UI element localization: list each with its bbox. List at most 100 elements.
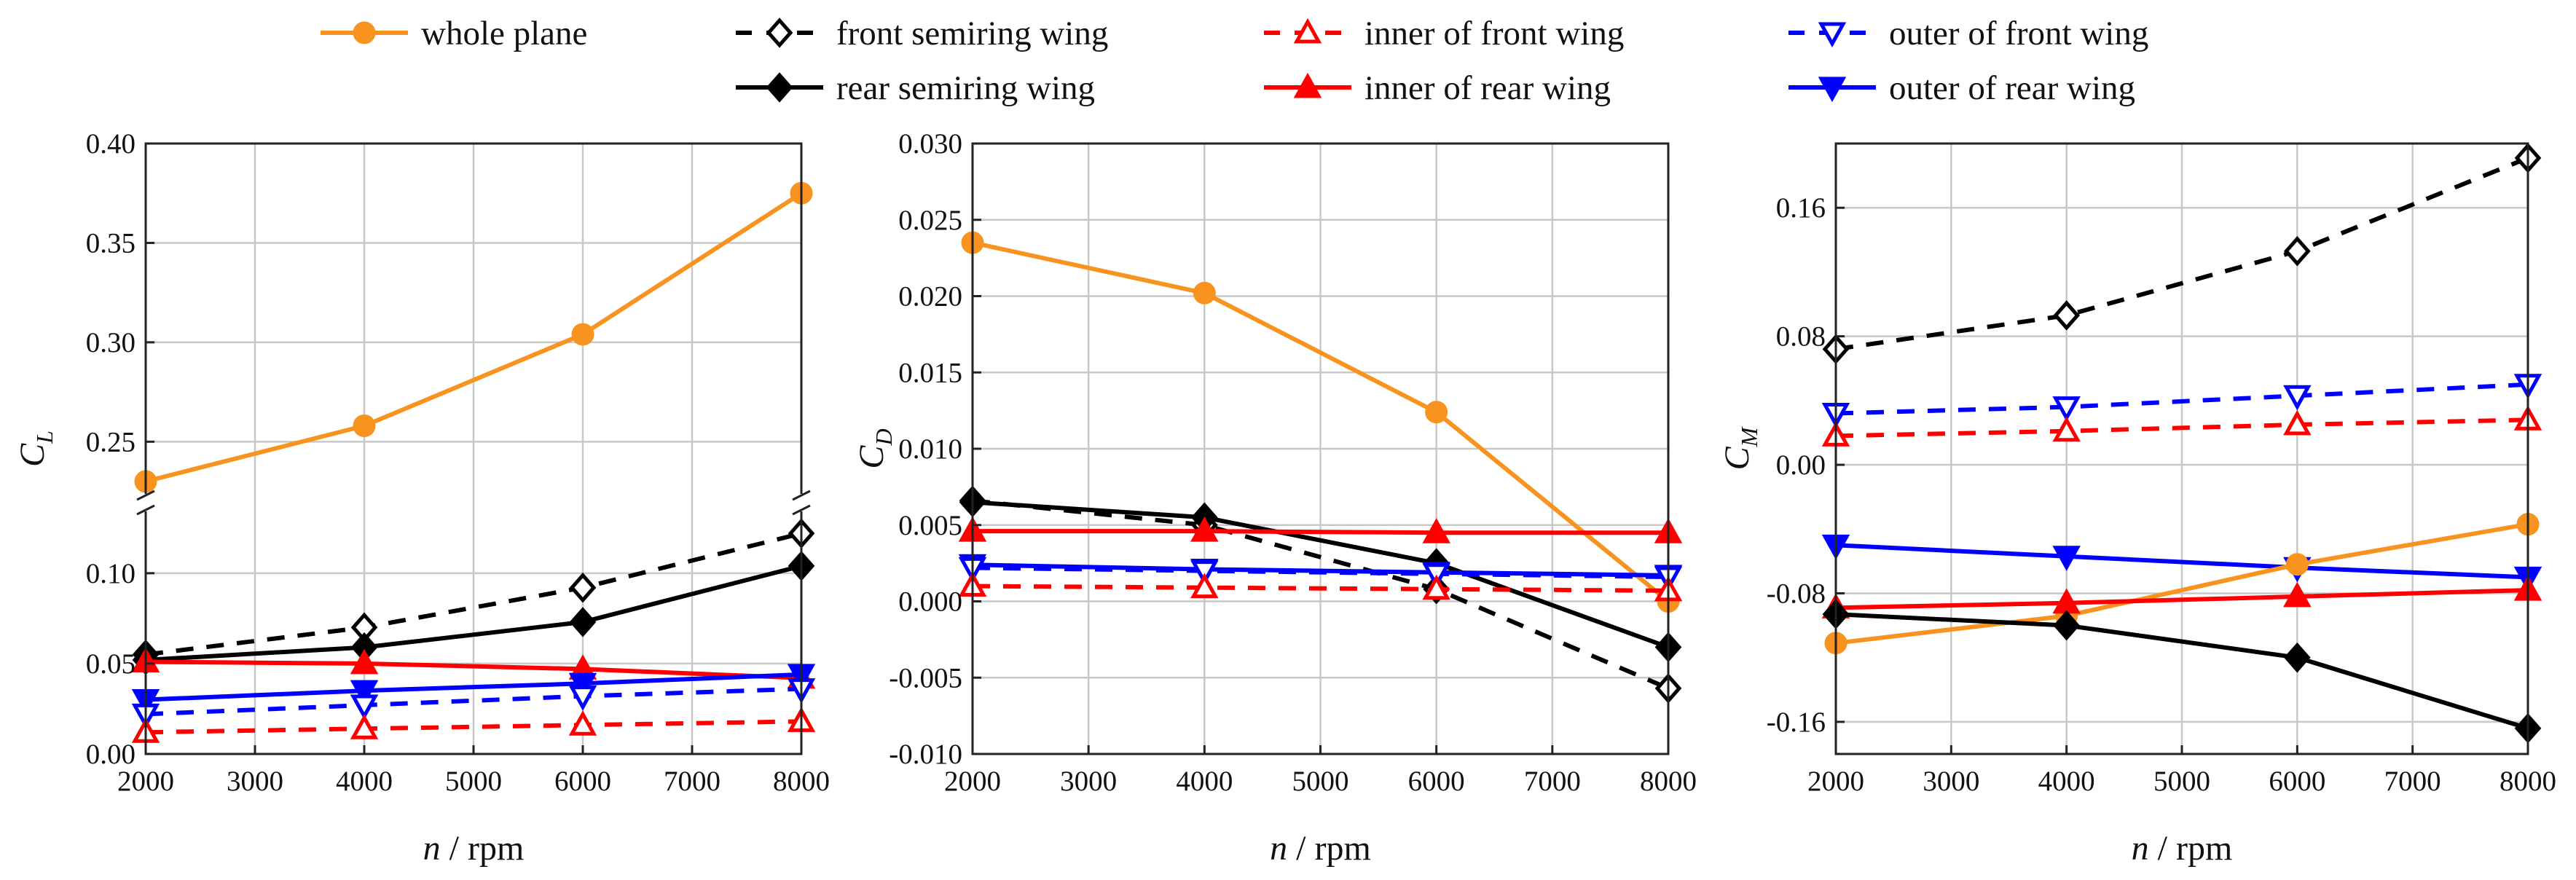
cm-panel: 2000 3000 4000 5000 6000 7000 8000 -0.16 -0.08 0.… <box>1718 142 2556 868</box>
legend-item-inner_front: inner of front wing <box>1264 15 1624 52</box>
x-tick-label: 6000 <box>1408 766 1465 797</box>
x-tick-label: 2000 <box>117 766 174 797</box>
data-point <box>1190 573 1219 599</box>
y-tick-label: 0.10 <box>86 558 136 589</box>
legend-item-front: front semiring wing <box>736 15 1108 52</box>
legend-marker <box>766 17 793 48</box>
y-axis-label-sub: D <box>871 428 897 446</box>
y-tick-label: 0.25 <box>86 426 136 457</box>
legend-item-inner_rear: inner of rear wing <box>1264 69 1611 107</box>
data-point <box>2283 385 2312 411</box>
y-tick-label: -0.16 <box>1767 707 1826 738</box>
legend-marker <box>766 72 793 103</box>
y-tick-label: 0.35 <box>86 227 136 259</box>
data-point <box>1422 574 1450 600</box>
x-axis-label: n / rpm <box>1270 829 1371 868</box>
x-axis-label-var: n <box>2132 829 2149 868</box>
x-tick-label: 7000 <box>1524 766 1581 797</box>
series-line <box>1835 588 2529 610</box>
legend-marker <box>353 21 376 44</box>
legend-label: inner of front wing <box>1364 15 1624 52</box>
data-point <box>2283 235 2311 267</box>
data-point <box>350 714 379 739</box>
break-mark <box>792 504 811 516</box>
data-point <box>568 672 597 699</box>
break-mark <box>792 490 811 501</box>
y-tick-label: 0.00 <box>86 739 136 770</box>
series-line <box>973 529 1668 535</box>
series-line <box>145 659 802 680</box>
data-point <box>2283 581 2312 608</box>
y-tick-label: 0.030 <box>898 128 962 160</box>
x-tick-label: 5000 <box>1292 766 1349 797</box>
data-point <box>2052 546 2081 571</box>
data-point <box>1425 401 1448 424</box>
legend-marker <box>1818 76 1847 103</box>
y-axis-label: CD <box>852 428 897 468</box>
data-point <box>568 685 597 711</box>
ticks: 2000 3000 4000 5000 6000 7000 8000 -0.16 -0.08 0.… <box>1767 192 2556 797</box>
y-axis-label: CM <box>1718 425 1762 470</box>
series-line <box>1835 612 2529 731</box>
data-point <box>1193 281 1216 305</box>
data-point <box>353 414 376 437</box>
x-tick-label: 8000 <box>2500 766 2556 797</box>
data-point <box>2053 610 2081 641</box>
data-point <box>571 323 594 346</box>
y-axis-label-main: C <box>1718 446 1756 470</box>
legend-label: rear semiring wing <box>836 69 1095 107</box>
series-line <box>972 584 1669 593</box>
series-line <box>1835 382 2529 416</box>
x-axis-label-unit: / rpm <box>441 829 525 868</box>
break-mark <box>136 504 155 516</box>
data-point <box>2283 409 2312 436</box>
data-point <box>569 572 597 603</box>
x-axis-label: n / rpm <box>423 829 525 868</box>
legend-item-whole: whole plane <box>321 15 587 52</box>
cl-panel: 2000 3000 4000 5000 6000 7000 8000 0.25 0.30 0.35… <box>13 128 830 868</box>
legend-item-rear: rear semiring wing <box>736 69 1095 107</box>
legend-label: front semiring wing <box>836 15 1108 52</box>
legend-marker <box>1293 72 1322 98</box>
x-tick-label: 5000 <box>445 766 502 797</box>
x-tick-label: 2000 <box>1807 766 1864 797</box>
x-tick-label: 5000 <box>2153 766 2210 797</box>
legend: whole plane front semiring wing inner of f… <box>321 15 2148 107</box>
y-tick-label: 0.000 <box>898 586 962 618</box>
y-tick-label: 0.16 <box>1776 192 1826 224</box>
x-tick-label: 3000 <box>227 766 283 797</box>
x-tick-label: 7000 <box>664 766 720 797</box>
data-point <box>1190 516 1219 542</box>
legend-marker <box>1818 22 1847 48</box>
series-line <box>1835 543 2529 580</box>
x-tick-label: 8000 <box>773 766 830 797</box>
legend-label: outer of rear wing <box>1889 69 2135 107</box>
y-tick-label: 0.00 <box>1776 449 1826 481</box>
series-group <box>958 231 1683 704</box>
y-axis-label-main: C <box>852 445 891 469</box>
series-line <box>972 240 1670 603</box>
data-point <box>350 694 379 720</box>
y-tick-label: -0.08 <box>1767 578 1826 609</box>
x-tick-label: 3000 <box>1923 766 1979 797</box>
legend-label: outer of front wing <box>1889 15 2148 52</box>
series-line <box>145 191 803 484</box>
y-tick-label: 0.015 <box>898 357 962 388</box>
break-mark <box>136 490 155 501</box>
data-point <box>2053 300 2081 331</box>
data-point <box>2052 396 2081 422</box>
data-point <box>2285 553 2309 576</box>
x-tick-label: 3000 <box>1060 766 1117 797</box>
y-tick-label: 0.08 <box>1776 321 1826 353</box>
y-axis-label-sub: M <box>1736 425 1762 447</box>
data-point <box>1190 560 1219 586</box>
x-axis-label-var: n <box>423 829 441 868</box>
x-tick-label: 6000 <box>554 766 611 797</box>
x-axis-label-var: n <box>1270 829 1287 868</box>
series-outer_rear <box>131 664 816 715</box>
data-point <box>1422 518 1450 543</box>
x-axis-label: n / rpm <box>2132 829 2233 868</box>
x-axis-label-unit: / rpm <box>2149 829 2233 868</box>
data-point <box>2052 416 2081 442</box>
legend-marker <box>1293 17 1322 44</box>
